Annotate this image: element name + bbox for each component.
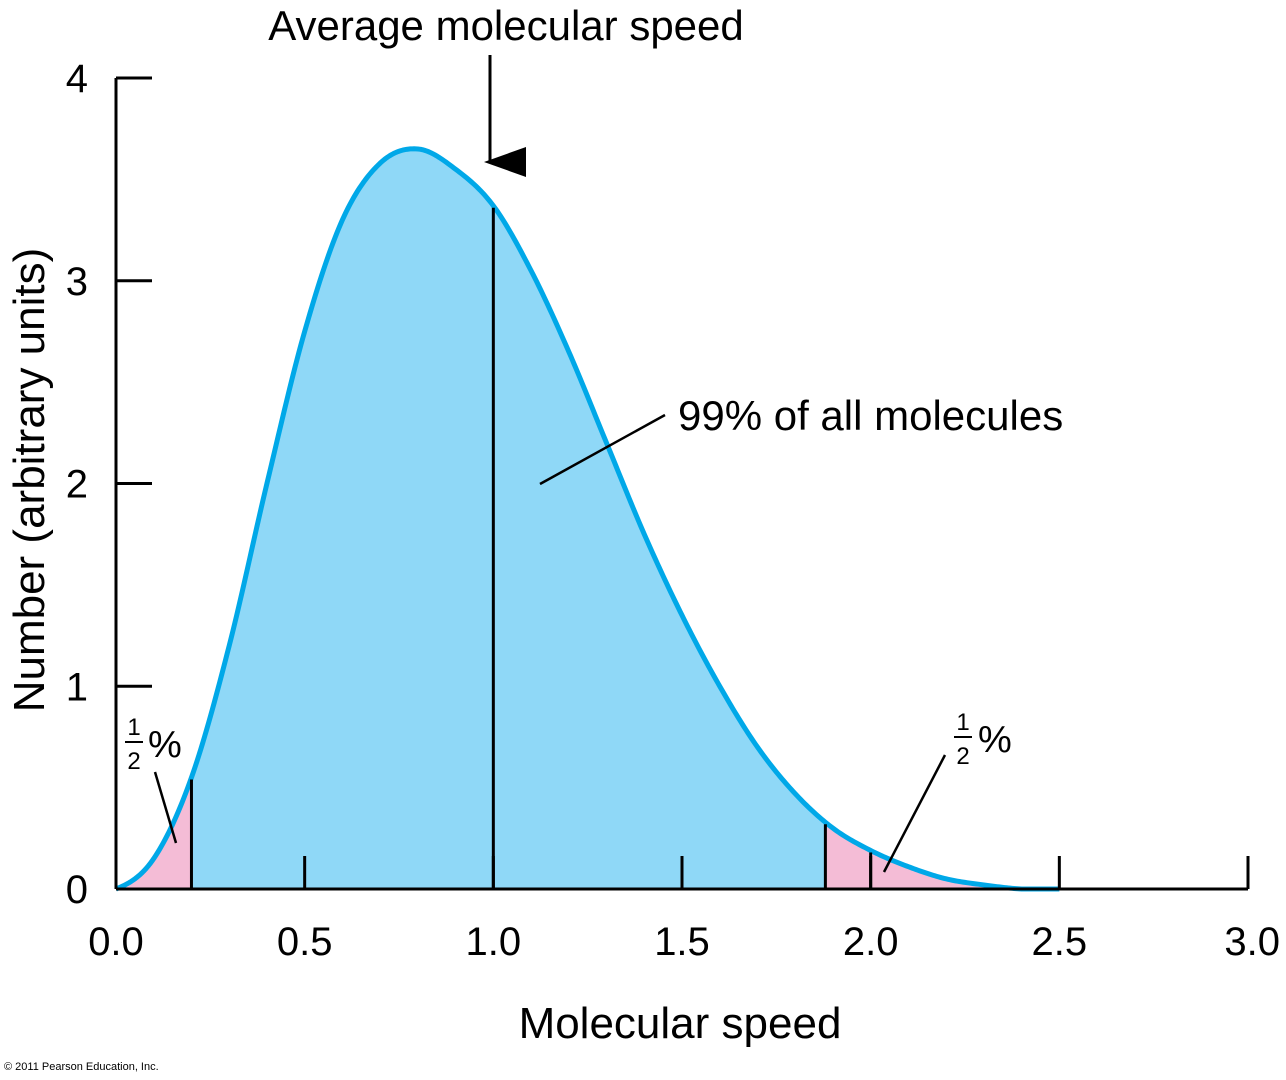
upper-tail-leader [882,754,947,873]
upper-tail-label: 1 2 % [954,709,1012,770]
middle-region-label: 99% of all molecules [678,392,1063,439]
y-tick-label: 3 [66,260,88,304]
copyright-text: © 2011 Pearson Education, Inc. [4,1061,159,1073]
upper-tail-percent: % [978,719,1012,761]
region-lower-tail [116,777,192,889]
y-tick-label: 4 [66,57,88,101]
tick-labels: 0.0 0.5 1.0 1.5 2.0 2.5 3.0 0 1 2 3 4 [66,57,1280,964]
middle-region-leader [539,413,666,486]
lower-tail-numerator: 1 [127,714,140,741]
average-speed-label: Average molecular speed [268,2,744,49]
lower-tail-percent: % [148,724,182,766]
y-axis-title: Number (arbitrary units) [5,248,54,713]
ticks [114,76,1250,891]
upper-tail-numerator: 1 [956,709,969,736]
x-tick-label: 2.0 [843,920,899,964]
y-tick-label: 1 [66,665,88,709]
lower-tail-label: 1 2 % [125,714,182,775]
lower-tail-denominator: 2 [127,748,140,775]
x-tick-label: 2.5 [1032,920,1088,964]
x-tick-label: 0.0 [88,920,144,964]
y-tick-label: 0 [66,868,88,912]
upper-tail-denominator: 2 [956,743,969,770]
x-tick-label: 1.5 [654,920,710,964]
x-axis-title: Molecular speed [519,999,842,1048]
region-upper-tail [825,822,1060,889]
x-tick-label: 1.0 [466,920,522,964]
x-tick-label: 3.0 [1224,920,1280,964]
x-tick-label: 0.5 [277,920,333,964]
chart-fills [116,148,1060,890]
curve-layer [115,146,1060,892]
distribution-curve [115,146,1060,892]
lower-tail-leader [153,771,178,844]
y-tick-label: 2 [66,463,88,507]
region-middle [191,148,826,890]
